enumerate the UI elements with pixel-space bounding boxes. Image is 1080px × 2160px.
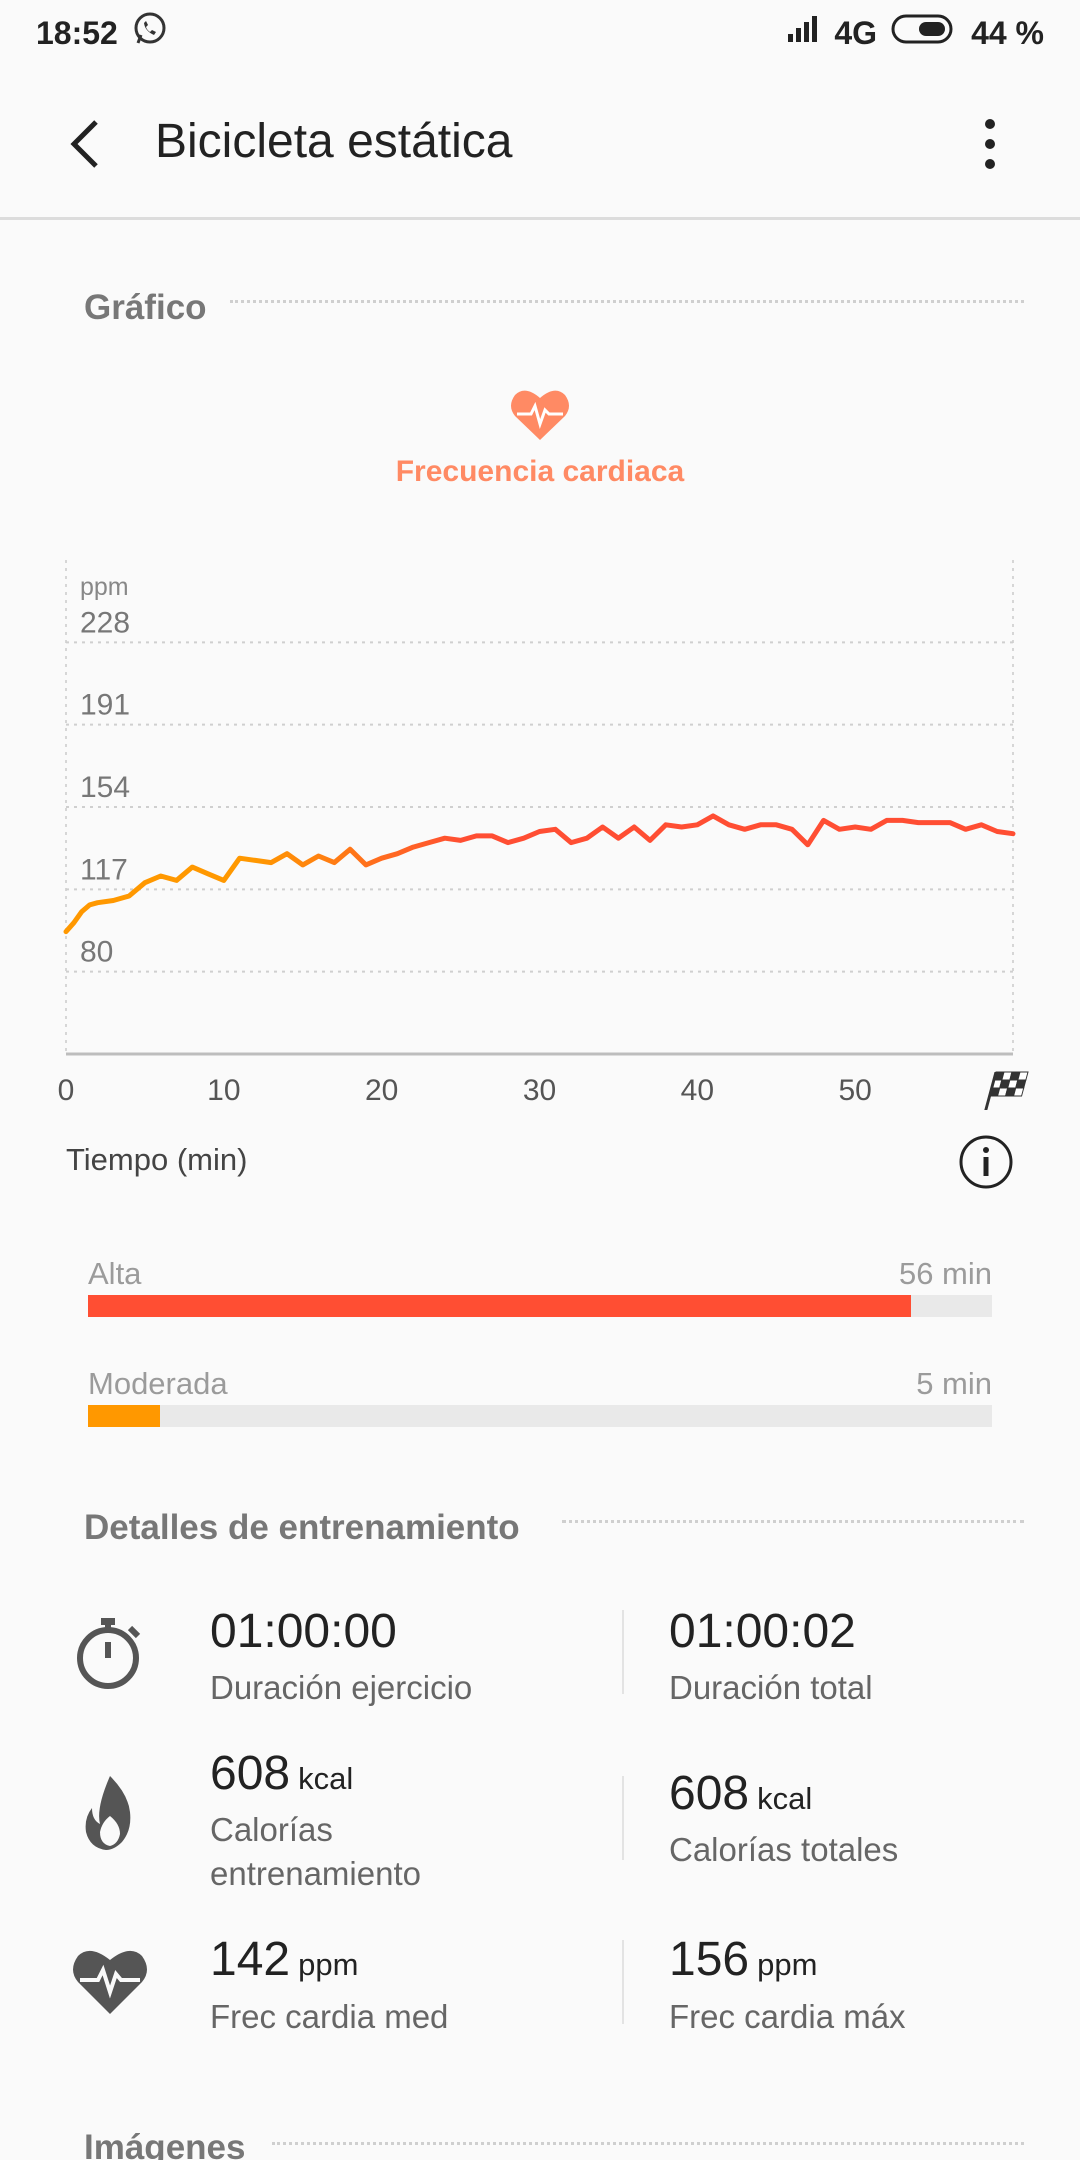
zone-moderate-value: 5 min	[916, 1366, 992, 1401]
chart-metric-label: Frecuencia cardiaca	[395, 455, 685, 488]
section-divider	[230, 300, 1024, 303]
zone-moderate-label: Moderada	[88, 1366, 228, 1401]
training-calories-unit: kcal	[298, 1761, 354, 1796]
section-divider	[562, 1520, 1024, 1523]
max-hr-label: Frec cardia máx	[669, 1998, 906, 2035]
status-bar: 18:52 4G 44 %	[0, 0, 1080, 66]
chart-section-title: Gráfico	[84, 288, 207, 327]
section-divider	[272, 2142, 1024, 2145]
avg-hr-number: 142	[210, 1933, 291, 1986]
info-button[interactable]	[958, 1134, 1014, 1190]
avg-hr-value: 142 ppm	[210, 1932, 358, 1987]
training-calories-label-line2: entrenamiento	[210, 1855, 421, 1892]
x-tick-label: 0	[58, 1074, 75, 1107]
y-tick-label: 80	[80, 936, 113, 969]
back-arrow-icon	[70, 120, 98, 168]
x-tick-label: 50	[838, 1074, 871, 1107]
x-tick-label: 40	[681, 1074, 714, 1107]
max-hr-unit: ppm	[757, 1947, 818, 1982]
total-calories-label: Calorías totales	[669, 1831, 899, 1868]
y-tick-label: 228	[80, 606, 130, 639]
battery-icon	[891, 13, 957, 53]
training-calories-number: 608	[210, 1747, 291, 1800]
info-icon	[959, 1135, 1013, 1189]
x-tick-label: 30	[523, 1074, 556, 1107]
total-duration-label: Duración total	[669, 1669, 873, 1706]
signal-icon	[786, 14, 820, 52]
status-time: 18:52	[36, 14, 118, 51]
zone-high-bar	[88, 1295, 911, 1317]
flame-icon	[70, 1772, 150, 1852]
zone-moderate-bar	[88, 1405, 161, 1427]
avg-hr-unit: ppm	[298, 1947, 359, 1982]
network-type: 4G	[834, 14, 878, 51]
training-calories-value: 608 kcal	[210, 1746, 353, 1801]
x-axis-title: Tiempo (min)	[66, 1142, 248, 1177]
details-section-title: Detalles de entrenamiento	[84, 1508, 520, 1547]
column-divider	[622, 1940, 624, 2024]
whatsapp-icon	[132, 11, 168, 55]
images-section-title: Imágenes	[84, 2128, 246, 2160]
back-button[interactable]	[62, 116, 112, 172]
more-vertical-icon	[985, 119, 995, 169]
exercise-duration-value: 01:00:00	[210, 1605, 397, 1658]
zone-moderate-track	[88, 1405, 992, 1427]
y-axis-unit: ppm	[80, 573, 129, 601]
zone-high-label: Alta	[88, 1256, 142, 1291]
stopwatch-icon	[70, 1612, 150, 1692]
battery-level: 44 %	[971, 14, 1044, 51]
total-duration-value: 01:00:02	[669, 1605, 856, 1658]
zone-high-value: 56 min	[898, 1256, 992, 1291]
heart-rate-detail-icon	[70, 1944, 150, 2024]
heart-rate-line	[63, 813, 1016, 935]
app-bar: Bicicleta estática	[0, 66, 1080, 220]
x-tick-label: 10	[207, 1074, 240, 1107]
total-calories-value: 608 kcal	[669, 1766, 812, 1821]
x-tick-label: 20	[365, 1074, 398, 1107]
heart-rate-icon	[511, 390, 569, 440]
avg-hr-label: Frec cardia med	[210, 1998, 449, 2035]
exercise-duration-label: Duración ejercicio	[210, 1669, 473, 1706]
heart-rate-chart: ppm 228 191 154 117 80 0 10 20 30 40 50	[58, 560, 1029, 1110]
total-calories-number: 608	[669, 1767, 750, 1820]
training-calories-label-line1: Calorías	[210, 1811, 333, 1848]
zone-high-track	[88, 1295, 992, 1317]
max-hr-value: 156 ppm	[669, 1932, 817, 1987]
page-title: Bicicleta estática	[155, 115, 513, 168]
finish-flag-icon	[984, 1071, 1029, 1110]
y-tick-label: 191	[80, 689, 130, 722]
total-calories-unit: kcal	[757, 1781, 813, 1816]
column-divider	[622, 1776, 624, 1860]
column-divider	[622, 1610, 624, 1694]
metric-header	[0, 386, 1080, 447]
y-tick-label: 117	[80, 853, 128, 886]
y-tick-label: 154	[80, 771, 130, 804]
max-hr-number: 156	[669, 1933, 750, 1986]
more-options-button[interactable]	[970, 114, 1010, 174]
